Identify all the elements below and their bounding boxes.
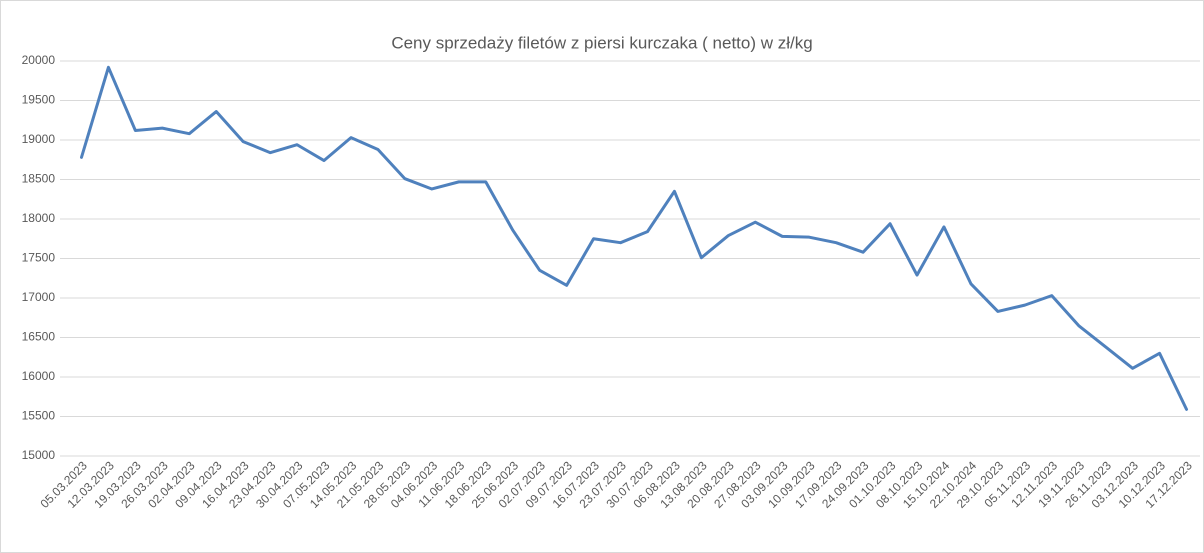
- y-tick-label: 15000: [22, 448, 56, 462]
- y-tick-label: 20000: [22, 53, 56, 67]
- y-tick-label: 19500: [22, 93, 56, 107]
- y-tick-label: 18000: [22, 211, 56, 225]
- y-tick-label: 16000: [22, 369, 56, 383]
- y-tick-label: 15500: [22, 409, 56, 423]
- y-tick-label: 16500: [22, 330, 56, 344]
- y-tick-label: 18500: [22, 172, 56, 186]
- y-tick-label: 19000: [22, 132, 56, 146]
- chart-title: Ceny sprzedaży filetów z piersi kurczaka…: [391, 33, 812, 52]
- y-tick-label: 17000: [22, 290, 56, 304]
- y-tick-label: 17500: [22, 251, 56, 265]
- data-line: [79, 65, 1189, 411]
